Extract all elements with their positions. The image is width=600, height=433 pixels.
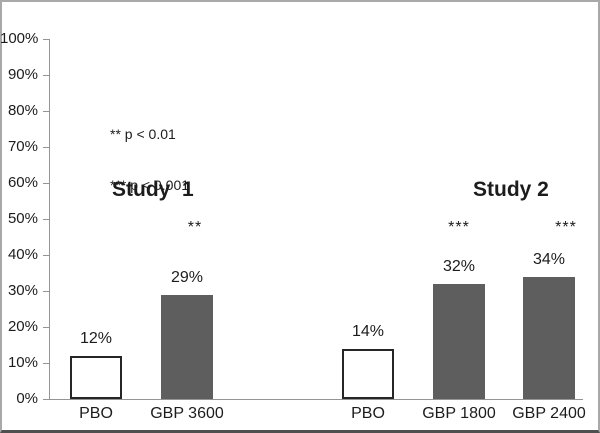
bar-pbo-s1 [70, 355, 122, 399]
pvalue-legend: ** p < 0.01 *** p < 0.001 [110, 92, 189, 228]
value-label-gbp-1800-s2: 32% [442, 257, 476, 275]
y-tick-70 [43, 147, 50, 148]
value-label-gbp-2400-s2: 34% [532, 250, 566, 268]
y-tick-100 [43, 39, 50, 40]
y-tick-label-50: 50% [7, 210, 38, 227]
category-label-pbo-s2: PBO [351, 405, 385, 422]
y-tick-90 [43, 75, 50, 76]
category-label-gbp-2400-s2: GBP 2400 [512, 405, 586, 422]
y-tick-label-0: 0% [16, 390, 38, 407]
y-tick-label-100: 100% [0, 30, 39, 47]
y-tick-label-20: 20% [7, 318, 38, 335]
y-tick-label-70: 70% [7, 138, 38, 155]
y-tick-label-30: 30% [7, 282, 38, 299]
bar-gbp-3600-s1 [161, 294, 213, 399]
pvalue-legend-line2: *** p < 0.001 [110, 177, 190, 193]
bar-gbp-2400-s2 [523, 276, 575, 399]
category-label-pbo-s1: PBO [79, 405, 113, 422]
y-tick-label-10: 10% [7, 354, 38, 371]
value-label-pbo-s2: 14% [351, 322, 385, 340]
significance-gbp-1800-s2: *** [448, 219, 470, 236]
bar-pbo-s2 [342, 348, 394, 399]
study2-label: Study 2 [473, 178, 549, 201]
y-tick-20 [43, 327, 50, 328]
significance-gbp-3600-s1: ** [187, 219, 203, 236]
category-label-gbp-3600-s1: GBP 3600 [150, 405, 224, 422]
y-tick-0 [43, 399, 50, 400]
significance-gbp-2400-s2: *** [555, 219, 577, 236]
pvalue-legend-line1: ** p < 0.01 [110, 126, 176, 142]
y-tick-60 [43, 183, 50, 184]
y-tick-label-90: 90% [7, 66, 38, 83]
y-tick-label-60: 60% [7, 174, 38, 191]
bar-gbp-1800-s2 [433, 283, 485, 399]
y-tick-80 [43, 111, 50, 112]
study1-label: Study 1 [112, 178, 194, 201]
y-tick-10 [43, 363, 50, 364]
y-tick-label-80: 80% [7, 102, 38, 119]
value-label-pbo-s1: 12% [79, 329, 113, 347]
y-tick-30 [43, 291, 50, 292]
y-tick-50 [43, 219, 50, 220]
x-axis [43, 399, 583, 400]
category-label-gbp-1800-s2: GBP 1800 [422, 405, 496, 422]
y-tick-40 [43, 255, 50, 256]
value-label-gbp-3600-s1: 29% [170, 268, 204, 286]
y-tick-label-40: 40% [7, 246, 38, 263]
